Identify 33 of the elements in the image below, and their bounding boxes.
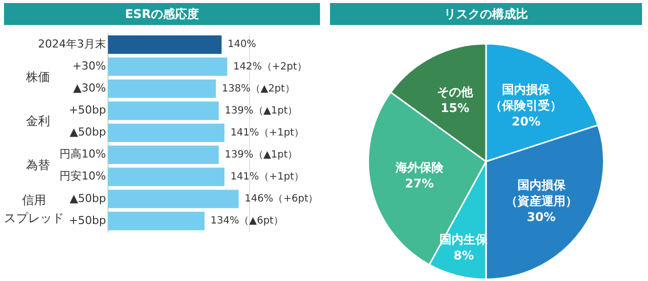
y-tick-label: ▲50bp	[70, 126, 106, 139]
data-label: 8%	[454, 248, 474, 262]
y-tick-label: 2024年3月末	[38, 37, 106, 50]
data-label: 15%	[440, 100, 470, 115]
data-label: 30%	[526, 210, 556, 224]
data-label: 20%	[512, 114, 541, 128]
y-tick-label: +30%	[72, 60, 106, 73]
data-label: 146%（+6pt）	[244, 194, 318, 205]
y-tick-label: +50bp	[68, 214, 106, 227]
data-label: 141%（+1pt）	[230, 127, 304, 138]
chart-title: リスクの構成比	[330, 3, 642, 25]
y-tick-label: ▲30%	[73, 82, 106, 95]
data-label: 141%（+1pt）	[230, 171, 304, 182]
text: 金利	[26, 114, 50, 128]
data-label: 27%	[404, 176, 434, 191]
y-tick-label: 円高10%	[60, 148, 106, 161]
y-tick-label: ▲50bp	[70, 192, 106, 205]
data-label: 140%	[228, 39, 256, 50]
data-label: 139%（▲1pt）	[224, 105, 298, 116]
slice-label: 海外保険	[394, 160, 444, 175]
data-label: 134%（▲6pt）	[210, 216, 284, 227]
data-label: 138%（▲2pt）	[222, 83, 295, 94]
slice-label: その他	[436, 84, 474, 99]
y-tick-label: +50bp	[68, 104, 106, 117]
text: 為替	[26, 158, 50, 172]
data-label: 142%（+2pt）	[233, 61, 307, 72]
data-label: 139%（▲1pt）	[224, 149, 298, 160]
slice-label: 国内損保（資産運用）	[505, 178, 578, 208]
chart-title: ESRの感応度	[4, 3, 320, 25]
y-tick-label: 円安10%	[60, 170, 106, 183]
text: 株価	[25, 70, 50, 84]
slice-label: 国内損保（保険引受）	[490, 82, 562, 112]
text: 信用スプレッド	[4, 193, 64, 226]
